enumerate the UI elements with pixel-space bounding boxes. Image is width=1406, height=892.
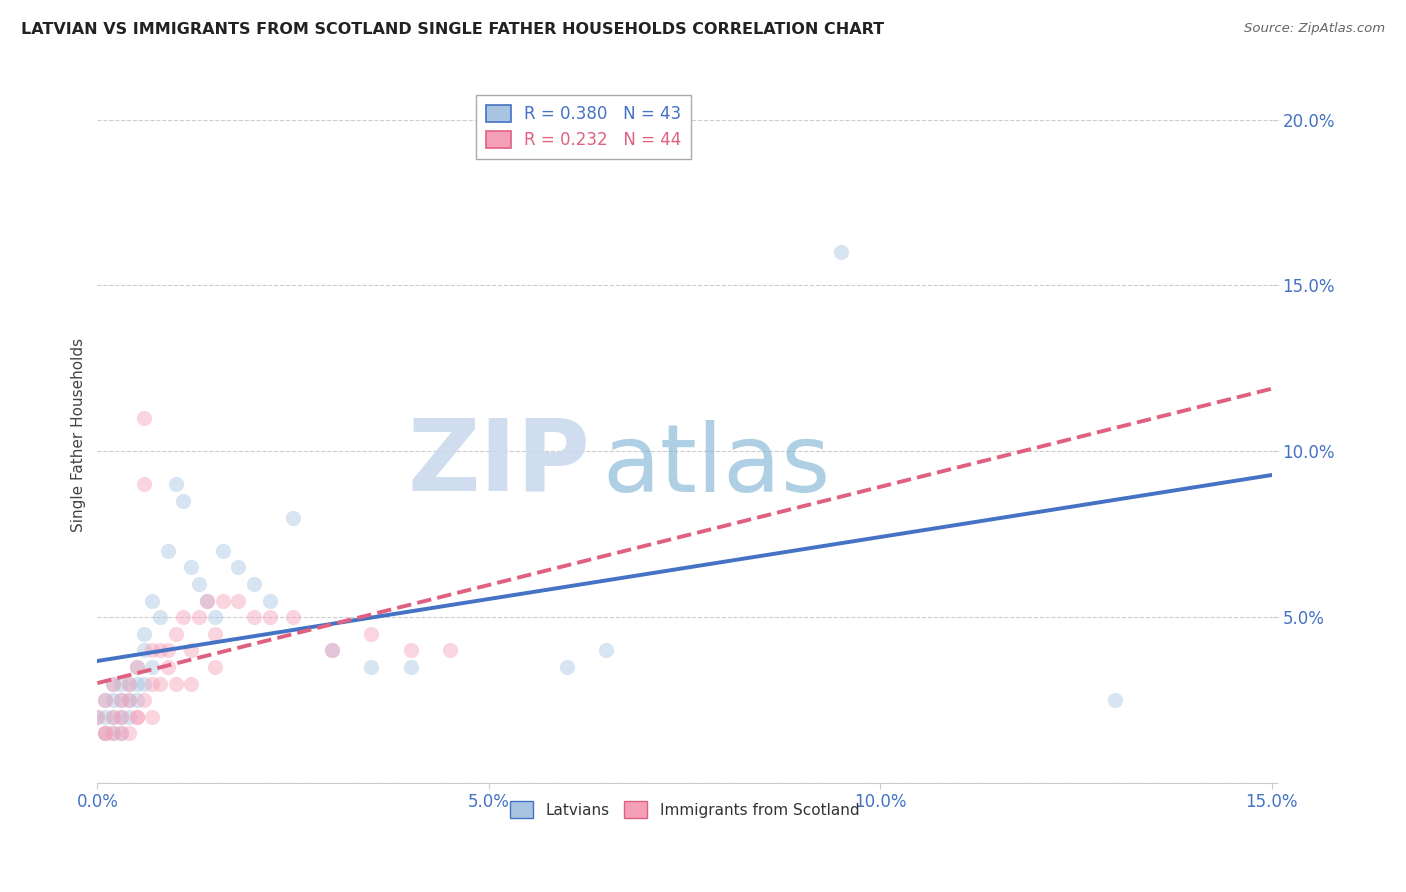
Point bbox=[125, 709, 148, 723]
Text: atlas: atlas bbox=[602, 420, 831, 512]
Point bbox=[188, 610, 211, 624]
Point bbox=[180, 676, 202, 690]
Point bbox=[110, 726, 132, 740]
Point bbox=[141, 709, 163, 723]
Point bbox=[86, 709, 108, 723]
Point bbox=[439, 643, 461, 657]
Point bbox=[101, 676, 124, 690]
Point bbox=[156, 544, 179, 558]
Point bbox=[125, 693, 148, 707]
Point bbox=[180, 643, 202, 657]
Point bbox=[94, 693, 117, 707]
Point bbox=[165, 676, 187, 690]
Point bbox=[399, 660, 422, 674]
Point bbox=[399, 643, 422, 657]
Point bbox=[101, 726, 124, 740]
Point bbox=[149, 610, 172, 624]
Point bbox=[281, 510, 304, 524]
Point bbox=[360, 660, 382, 674]
Legend: Latvians, Immigrants from Scotland: Latvians, Immigrants from Scotland bbox=[503, 796, 865, 824]
Point bbox=[118, 676, 141, 690]
Text: Source: ZipAtlas.com: Source: ZipAtlas.com bbox=[1244, 22, 1385, 36]
Point bbox=[172, 610, 194, 624]
Point bbox=[101, 693, 124, 707]
Point bbox=[118, 676, 141, 690]
Point bbox=[259, 593, 281, 607]
Text: LATVIAN VS IMMIGRANTS FROM SCOTLAND SINGLE FATHER HOUSEHOLDS CORRELATION CHART: LATVIAN VS IMMIGRANTS FROM SCOTLAND SING… bbox=[21, 22, 884, 37]
Point bbox=[226, 560, 249, 574]
Point bbox=[118, 726, 141, 740]
Point bbox=[149, 643, 172, 657]
Point bbox=[110, 709, 132, 723]
Point bbox=[195, 593, 218, 607]
Point bbox=[360, 626, 382, 640]
Text: ZIP: ZIP bbox=[408, 414, 591, 511]
Point bbox=[259, 610, 281, 624]
Point bbox=[110, 693, 132, 707]
Point bbox=[172, 494, 194, 508]
Point bbox=[188, 577, 211, 591]
Point bbox=[94, 726, 117, 740]
Point bbox=[211, 593, 233, 607]
Point bbox=[141, 643, 163, 657]
Point bbox=[110, 676, 132, 690]
Point bbox=[110, 693, 132, 707]
Point bbox=[830, 245, 852, 260]
Point bbox=[94, 726, 117, 740]
Point bbox=[149, 676, 172, 690]
Point bbox=[101, 676, 124, 690]
Point bbox=[101, 726, 124, 740]
Point bbox=[134, 643, 156, 657]
Point bbox=[94, 709, 117, 723]
Point bbox=[243, 577, 266, 591]
Point bbox=[141, 676, 163, 690]
Point bbox=[165, 477, 187, 491]
Point bbox=[94, 726, 117, 740]
Point bbox=[1104, 693, 1126, 707]
Point bbox=[204, 610, 226, 624]
Point bbox=[118, 693, 141, 707]
Y-axis label: Single Father Households: Single Father Households bbox=[72, 338, 86, 532]
Point bbox=[141, 593, 163, 607]
Point bbox=[125, 660, 148, 674]
Point bbox=[156, 643, 179, 657]
Point bbox=[180, 560, 202, 574]
Point bbox=[165, 626, 187, 640]
Point bbox=[134, 477, 156, 491]
Point bbox=[281, 610, 304, 624]
Point bbox=[204, 660, 226, 674]
Point bbox=[134, 411, 156, 425]
Point bbox=[134, 693, 156, 707]
Point bbox=[101, 709, 124, 723]
Point bbox=[125, 709, 148, 723]
Point bbox=[156, 660, 179, 674]
Point bbox=[110, 709, 132, 723]
Point bbox=[321, 643, 343, 657]
Point bbox=[101, 709, 124, 723]
Point bbox=[118, 693, 141, 707]
Point bbox=[243, 610, 266, 624]
Point bbox=[118, 709, 141, 723]
Point bbox=[321, 643, 343, 657]
Point bbox=[86, 709, 108, 723]
Point bbox=[134, 676, 156, 690]
Point bbox=[195, 593, 218, 607]
Point bbox=[204, 626, 226, 640]
Point bbox=[94, 693, 117, 707]
Point bbox=[110, 726, 132, 740]
Point bbox=[125, 676, 148, 690]
Point bbox=[595, 643, 617, 657]
Point bbox=[555, 660, 578, 674]
Point bbox=[134, 626, 156, 640]
Point bbox=[141, 660, 163, 674]
Point bbox=[211, 544, 233, 558]
Point bbox=[226, 593, 249, 607]
Point bbox=[125, 660, 148, 674]
